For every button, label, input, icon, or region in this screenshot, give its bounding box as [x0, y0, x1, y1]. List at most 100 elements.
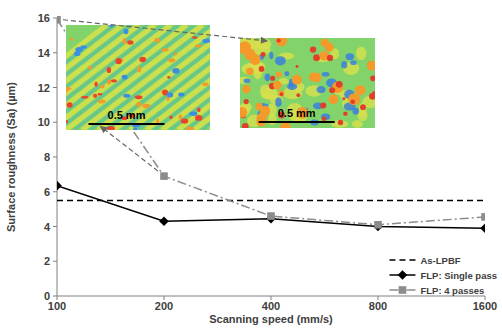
- surface-spot: [372, 91, 375, 96]
- legend-label: As-LPBF: [420, 255, 460, 266]
- surface-spot: [115, 58, 121, 64]
- y-tick: [53, 226, 57, 227]
- leader-arrow: [100, 126, 158, 171]
- surface-spot: [167, 76, 170, 79]
- surface-spot: [296, 65, 299, 68]
- x-tick-label: 1600: [473, 300, 497, 312]
- surface-spot: [178, 92, 184, 96]
- surface-spot: [327, 55, 333, 61]
- series-marker: [160, 172, 168, 180]
- surface-spot: [275, 56, 286, 65]
- surface-spot: [186, 127, 194, 130]
- surface-spot: [316, 86, 325, 93]
- surface-spot: [202, 39, 210, 44]
- surface-spot: [135, 95, 143, 99]
- series-marker: [481, 213, 485, 221]
- surface-spot: [343, 97, 346, 100]
- surface-spot: [309, 72, 318, 81]
- y-tick: [53, 261, 57, 262]
- surface-spot: [338, 120, 343, 125]
- surface-spot: [127, 40, 133, 44]
- series-marker: [373, 222, 383, 232]
- surface-spot: [139, 57, 146, 62]
- legend-swatch: [389, 259, 415, 261]
- surface-spot: [167, 92, 174, 97]
- series-marker: [374, 221, 382, 229]
- y-tick: [53, 191, 57, 192]
- surface-spot: [172, 68, 179, 74]
- x-axis-title: Scanning speed (mm/s): [209, 313, 333, 325]
- y-tick-label: 2: [44, 255, 50, 267]
- surface-spot: [181, 119, 189, 124]
- surface-spot: [278, 90, 284, 96]
- surface-blob: [240, 77, 251, 84]
- surface-spot: [350, 60, 356, 65]
- surface-spot: [325, 43, 334, 52]
- surface-spot: [320, 102, 326, 108]
- scale-bar: [88, 123, 164, 125]
- series-marker: [57, 181, 62, 191]
- surface-spot: [197, 108, 201, 112]
- surface-blob: [356, 47, 367, 61]
- surface-spot: [276, 38, 288, 46]
- surface-spot: [107, 67, 111, 73]
- surface-spot: [329, 95, 339, 105]
- surface-spot: [296, 93, 300, 97]
- surface-spot: [259, 66, 265, 72]
- legend-label: FLP: 4 passes: [420, 285, 484, 296]
- y-tick: [53, 52, 57, 53]
- surface-spot: [310, 46, 316, 52]
- surface-spot: [133, 127, 137, 130]
- y-tick-label: 12: [38, 82, 50, 94]
- surface-spot: [75, 47, 83, 52]
- surface-map-inset: [235, 32, 378, 133]
- surface-spot: [111, 79, 117, 82]
- surface-spot: [244, 79, 251, 84]
- surface-spot: [322, 72, 330, 77]
- surface-spot: [269, 52, 273, 59]
- series-marker: [267, 212, 275, 220]
- surface-band: [202, 25, 210, 130]
- surface-spot: [240, 107, 247, 117]
- surface-spot: [67, 102, 73, 107]
- scale-bar: [259, 121, 335, 123]
- surface-spot: [261, 52, 266, 57]
- surface-spot: [137, 102, 142, 107]
- surface-spot: [360, 104, 366, 110]
- surface-spot: [341, 61, 347, 69]
- y-axis-title: Surface roughness (Sa) (µm): [5, 82, 17, 232]
- surface-spot: [322, 116, 327, 121]
- surface-blob: [268, 114, 277, 126]
- surface-spot: [276, 71, 282, 77]
- surface-spot: [270, 76, 275, 81]
- legend-label: FLP: Single pass: [420, 270, 497, 281]
- surface-spot: [189, 112, 197, 116]
- surface-spot: [242, 85, 250, 93]
- y-tick-label: 14: [38, 47, 51, 59]
- surface-spot: [98, 99, 105, 103]
- surface-spot: [123, 38, 126, 44]
- y-tick: [53, 296, 57, 297]
- leader-arrow: [63, 20, 268, 41]
- surface-spot: [329, 87, 335, 93]
- x-tick-label: 100: [48, 300, 66, 312]
- surface-spot: [107, 79, 111, 84]
- series-marker: [57, 16, 61, 24]
- surface-blob: [359, 103, 367, 117]
- scale-bar-label: 0.5 mm: [108, 109, 146, 121]
- y-tick-label: 10: [38, 116, 50, 128]
- surface-spot: [66, 87, 71, 90]
- surface-spot: [107, 126, 115, 130]
- surface-spot: [93, 94, 97, 98]
- surface-band: [162, 25, 210, 130]
- surface-spot: [367, 61, 375, 71]
- scale-bar-label: 0.5 mm: [278, 107, 316, 119]
- surface-spot: [370, 75, 375, 81]
- surface-spot: [273, 81, 282, 90]
- y-tick: [53, 87, 57, 88]
- x-tick-label: 400: [262, 300, 280, 312]
- surface-ground: [240, 38, 375, 128]
- surface-band: [186, 25, 210, 130]
- x-tick-label: 200: [155, 300, 173, 312]
- surface-spot: [336, 81, 343, 88]
